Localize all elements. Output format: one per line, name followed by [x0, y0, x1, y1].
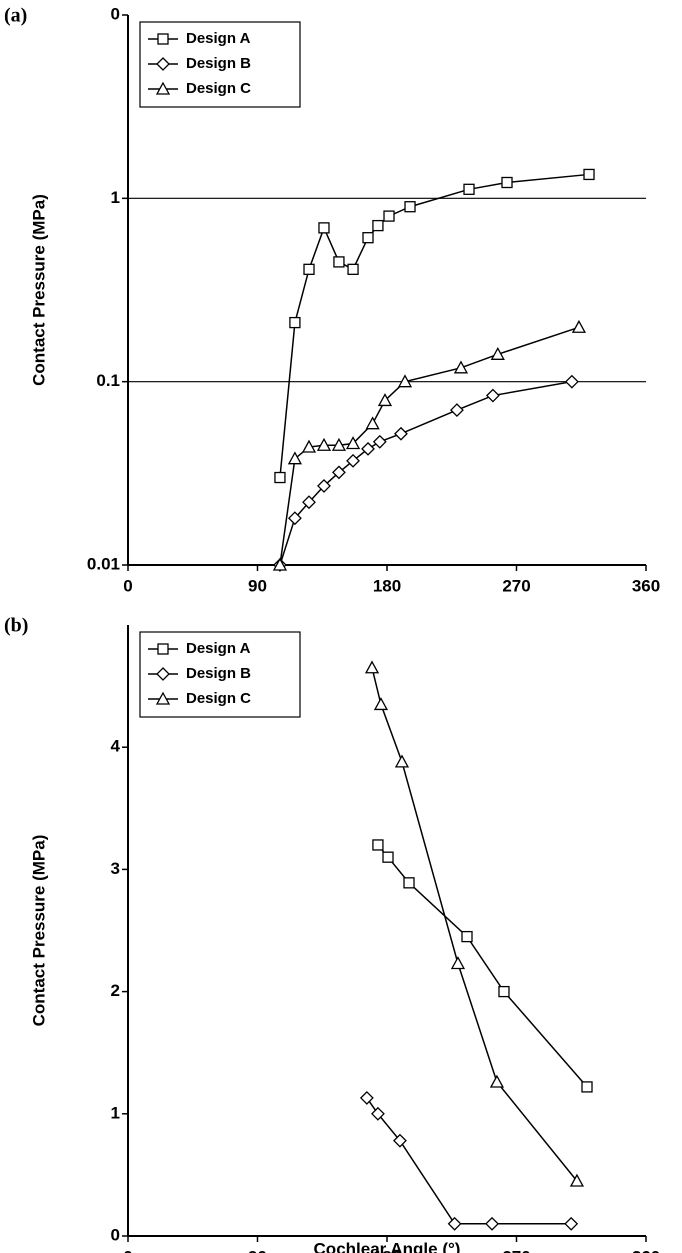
legend-marker	[156, 667, 170, 681]
marker-diamond	[371, 1106, 385, 1121]
legend-label: Design C	[186, 690, 251, 707]
marker-triangle	[301, 439, 317, 453]
marker-diamond	[361, 441, 375, 456]
series-line	[279, 173, 590, 478]
marker-square	[303, 263, 315, 275]
marker-square	[382, 851, 394, 863]
marker-diamond	[393, 1133, 407, 1148]
marker-triangle	[490, 346, 505, 360]
marker-diamond	[485, 388, 500, 403]
x-tick-label: 180	[373, 576, 401, 595]
x-tick-label: 270	[502, 576, 530, 595]
marker-diamond	[317, 478, 331, 493]
panel-label: (a)	[4, 5, 27, 27]
series-line	[366, 1097, 572, 1225]
marker-square	[404, 201, 416, 213]
marker-square	[333, 256, 345, 268]
marker-triangle	[394, 754, 410, 768]
marker-square	[289, 316, 301, 329]
legend-marker	[155, 691, 171, 705]
marker-triangle	[489, 1074, 505, 1088]
legend-marker	[156, 57, 170, 71]
marker-diamond	[287, 511, 302, 526]
legend-label: Design B	[186, 665, 251, 682]
legend-marker	[157, 643, 169, 655]
marker-diamond	[485, 1216, 499, 1231]
marker-square	[581, 1081, 593, 1093]
series-line	[371, 667, 578, 1182]
legend-label: Design A	[186, 640, 251, 657]
marker-square	[318, 222, 330, 234]
panel: (b) Contact Pressure (MPa) Cochlear Angle …	[4, 615, 660, 1253]
legend-label: Design A	[186, 30, 251, 47]
marker-triangle	[364, 660, 380, 674]
y-tick-label: 1	[111, 188, 120, 207]
y-axis-label: Contact Pressure (MPa)	[29, 835, 48, 1027]
marker-diamond	[564, 1216, 579, 1231]
marker-square	[274, 471, 286, 484]
marker-triangle	[345, 436, 361, 450]
y-tick-label: 1	[111, 1103, 120, 1122]
x-tick-label: 0	[123, 1247, 132, 1253]
marker-diamond	[359, 1090, 374, 1105]
panel-label: (b)	[4, 615, 28, 637]
marker-square	[347, 263, 359, 275]
y-tick-label: 0.01	[87, 554, 120, 573]
marker-triangle	[287, 451, 303, 465]
x-tick-label: 360	[632, 1247, 660, 1253]
x-tick-label: 90	[248, 576, 267, 595]
legend-label: Design C	[186, 80, 251, 97]
marker-diamond	[332, 465, 346, 480]
y-tick-label: 0	[111, 4, 120, 23]
marker-triangle	[331, 437, 347, 451]
y-tick-label: 3	[111, 859, 120, 878]
marker-triangle	[272, 557, 288, 571]
marker-triangle	[377, 393, 393, 407]
panel: (a) Contact Pressure (MPa) 0.01 0.1 1 0 0 90 180…	[4, 4, 660, 595]
x-tick-label: 90	[248, 1247, 267, 1253]
y-axis-label: Contact Pressure (MPa)	[29, 194, 48, 386]
x-axis-label: Cochlear Angle (°)	[314, 1239, 461, 1253]
marker-triangle	[365, 416, 380, 430]
marker-square	[362, 232, 374, 244]
series-line	[279, 380, 573, 566]
x-tick-label: 180	[373, 1247, 401, 1253]
y-tick-label: 2	[111, 981, 120, 1000]
legend-marker	[157, 33, 169, 45]
marker-diamond	[372, 434, 387, 449]
marker-square	[498, 985, 510, 998]
x-tick-label: 270	[502, 1247, 530, 1253]
y-tick-label: 4	[111, 737, 121, 756]
marker-triangle	[453, 360, 469, 374]
marker-triangle	[397, 374, 413, 388]
marker-square	[372, 219, 384, 232]
x-tick-label: 0	[123, 576, 132, 595]
marker-diamond	[564, 374, 579, 389]
marker-square	[501, 176, 513, 189]
marker-triangle	[373, 697, 389, 711]
x-tick-label: 360	[632, 576, 660, 595]
y-tick-label: 0.1	[96, 371, 120, 390]
marker-square	[372, 839, 384, 851]
legend-label: Design B	[186, 55, 251, 72]
marker-diamond	[450, 403, 464, 417]
marker-diamond	[394, 426, 408, 441]
marker-square	[463, 183, 475, 195]
marker-square	[461, 930, 473, 943]
marker-diamond	[302, 495, 316, 510]
marker-triangle	[569, 1173, 585, 1187]
legend-marker	[155, 81, 171, 95]
marker-square	[403, 877, 415, 889]
marker-square	[583, 168, 595, 181]
marker-triangle	[450, 956, 466, 970]
marker-diamond	[447, 1216, 462, 1231]
marker-triangle	[316, 437, 332, 451]
marker-triangle	[571, 319, 587, 333]
marker-square	[383, 210, 395, 222]
marker-diamond	[346, 453, 360, 468]
y-tick-label: 0	[111, 1225, 120, 1244]
